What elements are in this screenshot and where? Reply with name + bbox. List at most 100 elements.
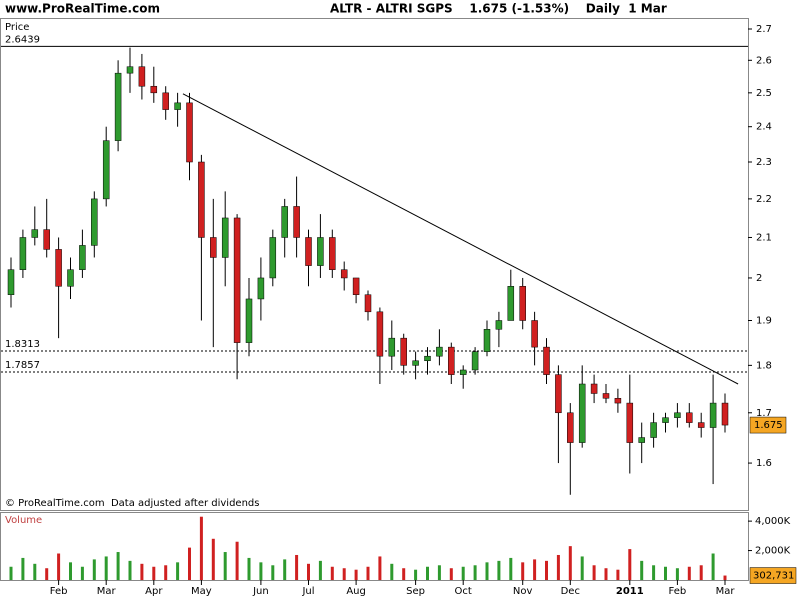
- volume-bar: [69, 562, 72, 580]
- candle-body: [186, 102, 193, 163]
- volume-bar: [414, 569, 418, 580]
- volume-bar: [604, 568, 608, 580]
- last-price-box: [749, 416, 787, 434]
- site-name: www.ProRealTime.com: [5, 2, 160, 16]
- reference-label: 1.8313: [5, 339, 40, 350]
- volume-bar: [556, 554, 560, 580]
- volume-bar: [461, 566, 465, 580]
- candle-body: [174, 102, 181, 110]
- candle-body: [7, 269, 15, 295]
- x-tick-label: Jul: [301, 586, 314, 597]
- volume-bar: [318, 560, 322, 580]
- x-tick-label: Feb: [669, 586, 687, 597]
- candle-body: [436, 346, 443, 357]
- volume-bar: [116, 552, 120, 580]
- volume-bar: [521, 562, 525, 580]
- candle-body: [340, 269, 348, 279]
- candle-body: [638, 437, 645, 443]
- x-tick-label: Oct: [455, 586, 472, 597]
- volume-bar: [9, 566, 13, 580]
- volume-bar: [616, 569, 620, 580]
- volume-bar: [568, 546, 572, 580]
- volume-bar: [449, 568, 453, 580]
- y-tick-label: 1.7: [756, 408, 772, 419]
- candle-body: [102, 140, 110, 200]
- candle-body: [471, 351, 479, 371]
- volume-bar: [295, 554, 299, 580]
- x-tick-label: Mar: [97, 586, 117, 597]
- candle-body: [519, 286, 526, 321]
- volume-bar: [223, 552, 227, 580]
- x-tick-label: Nov: [513, 586, 533, 597]
- candle-body: [448, 346, 455, 375]
- candle-body: [364, 294, 372, 313]
- volume-bar: [437, 565, 441, 580]
- y-tick-label: 2.7: [756, 24, 772, 35]
- candle-body: [590, 383, 598, 394]
- volume-bar: [592, 565, 596, 580]
- x-tick-label: Apr: [145, 586, 163, 597]
- candle-body: [578, 383, 586, 443]
- volume-bar: [104, 556, 108, 580]
- volume-bar: [426, 566, 429, 580]
- candle-body: [412, 360, 419, 366]
- candle-body: [245, 298, 253, 343]
- volume-bar: [675, 568, 679, 580]
- volume-bar: [497, 560, 501, 580]
- volume-bar: [723, 575, 727, 580]
- x-tick-label: Aug: [346, 586, 366, 597]
- x-tick-label: 2011: [616, 586, 644, 597]
- candle-body: [329, 237, 336, 270]
- trendline: [182, 93, 739, 385]
- candle-body: [507, 286, 515, 321]
- candle-body: [317, 237, 324, 266]
- candle-body: [614, 398, 622, 404]
- volume-bar: [354, 569, 358, 580]
- candle-body: [43, 229, 50, 250]
- candle-body: [495, 320, 503, 330]
- volume-bar: [259, 562, 263, 580]
- volume-bar: [342, 568, 346, 580]
- x-tick-label: Jun: [252, 586, 269, 597]
- candle-body: [555, 374, 562, 414]
- volume-bar: [580, 556, 584, 580]
- candle-body: [424, 355, 431, 362]
- candle-body: [55, 249, 62, 287]
- volume-bar: [271, 565, 275, 580]
- volume-bar: [640, 560, 644, 580]
- candle-body: [305, 237, 312, 266]
- y-tick-label: 2.4: [756, 122, 772, 133]
- volume-bar: [545, 560, 548, 580]
- y-tick-label: 2.3: [756, 157, 772, 168]
- candle-body: [686, 412, 693, 423]
- x-tick-label: Sep: [406, 586, 425, 597]
- volume-bar: [140, 563, 144, 580]
- volume-bar: [164, 565, 168, 580]
- candle-body: [79, 245, 86, 270]
- volume-bar: [45, 568, 49, 580]
- volume-bar: [128, 560, 132, 580]
- candle-body: [650, 422, 657, 438]
- current-volume-box: [749, 567, 797, 584]
- y-tick-label: 2.1: [756, 232, 772, 243]
- candle-body: [543, 346, 550, 375]
- volume-bar: [687, 566, 691, 580]
- candle-body: [721, 402, 729, 426]
- candle-body: [233, 217, 241, 343]
- candle-body: [210, 237, 217, 258]
- y-tick-label: 1.9: [756, 316, 772, 327]
- volume-bar: [176, 562, 180, 580]
- candle-body: [459, 369, 467, 375]
- volume-bar: [390, 563, 394, 580]
- price-label: Price: [5, 22, 29, 33]
- volume-bar: [247, 557, 251, 580]
- y-tick-label: 2.6: [756, 55, 772, 66]
- volume-bar: [92, 559, 96, 580]
- candle-body: [674, 412, 681, 418]
- volume-bar: [652, 565, 656, 580]
- volume-bar: [366, 566, 370, 580]
- y-tick-label: 2.5: [756, 88, 772, 99]
- y-tick-label: 4,000K: [755, 516, 791, 527]
